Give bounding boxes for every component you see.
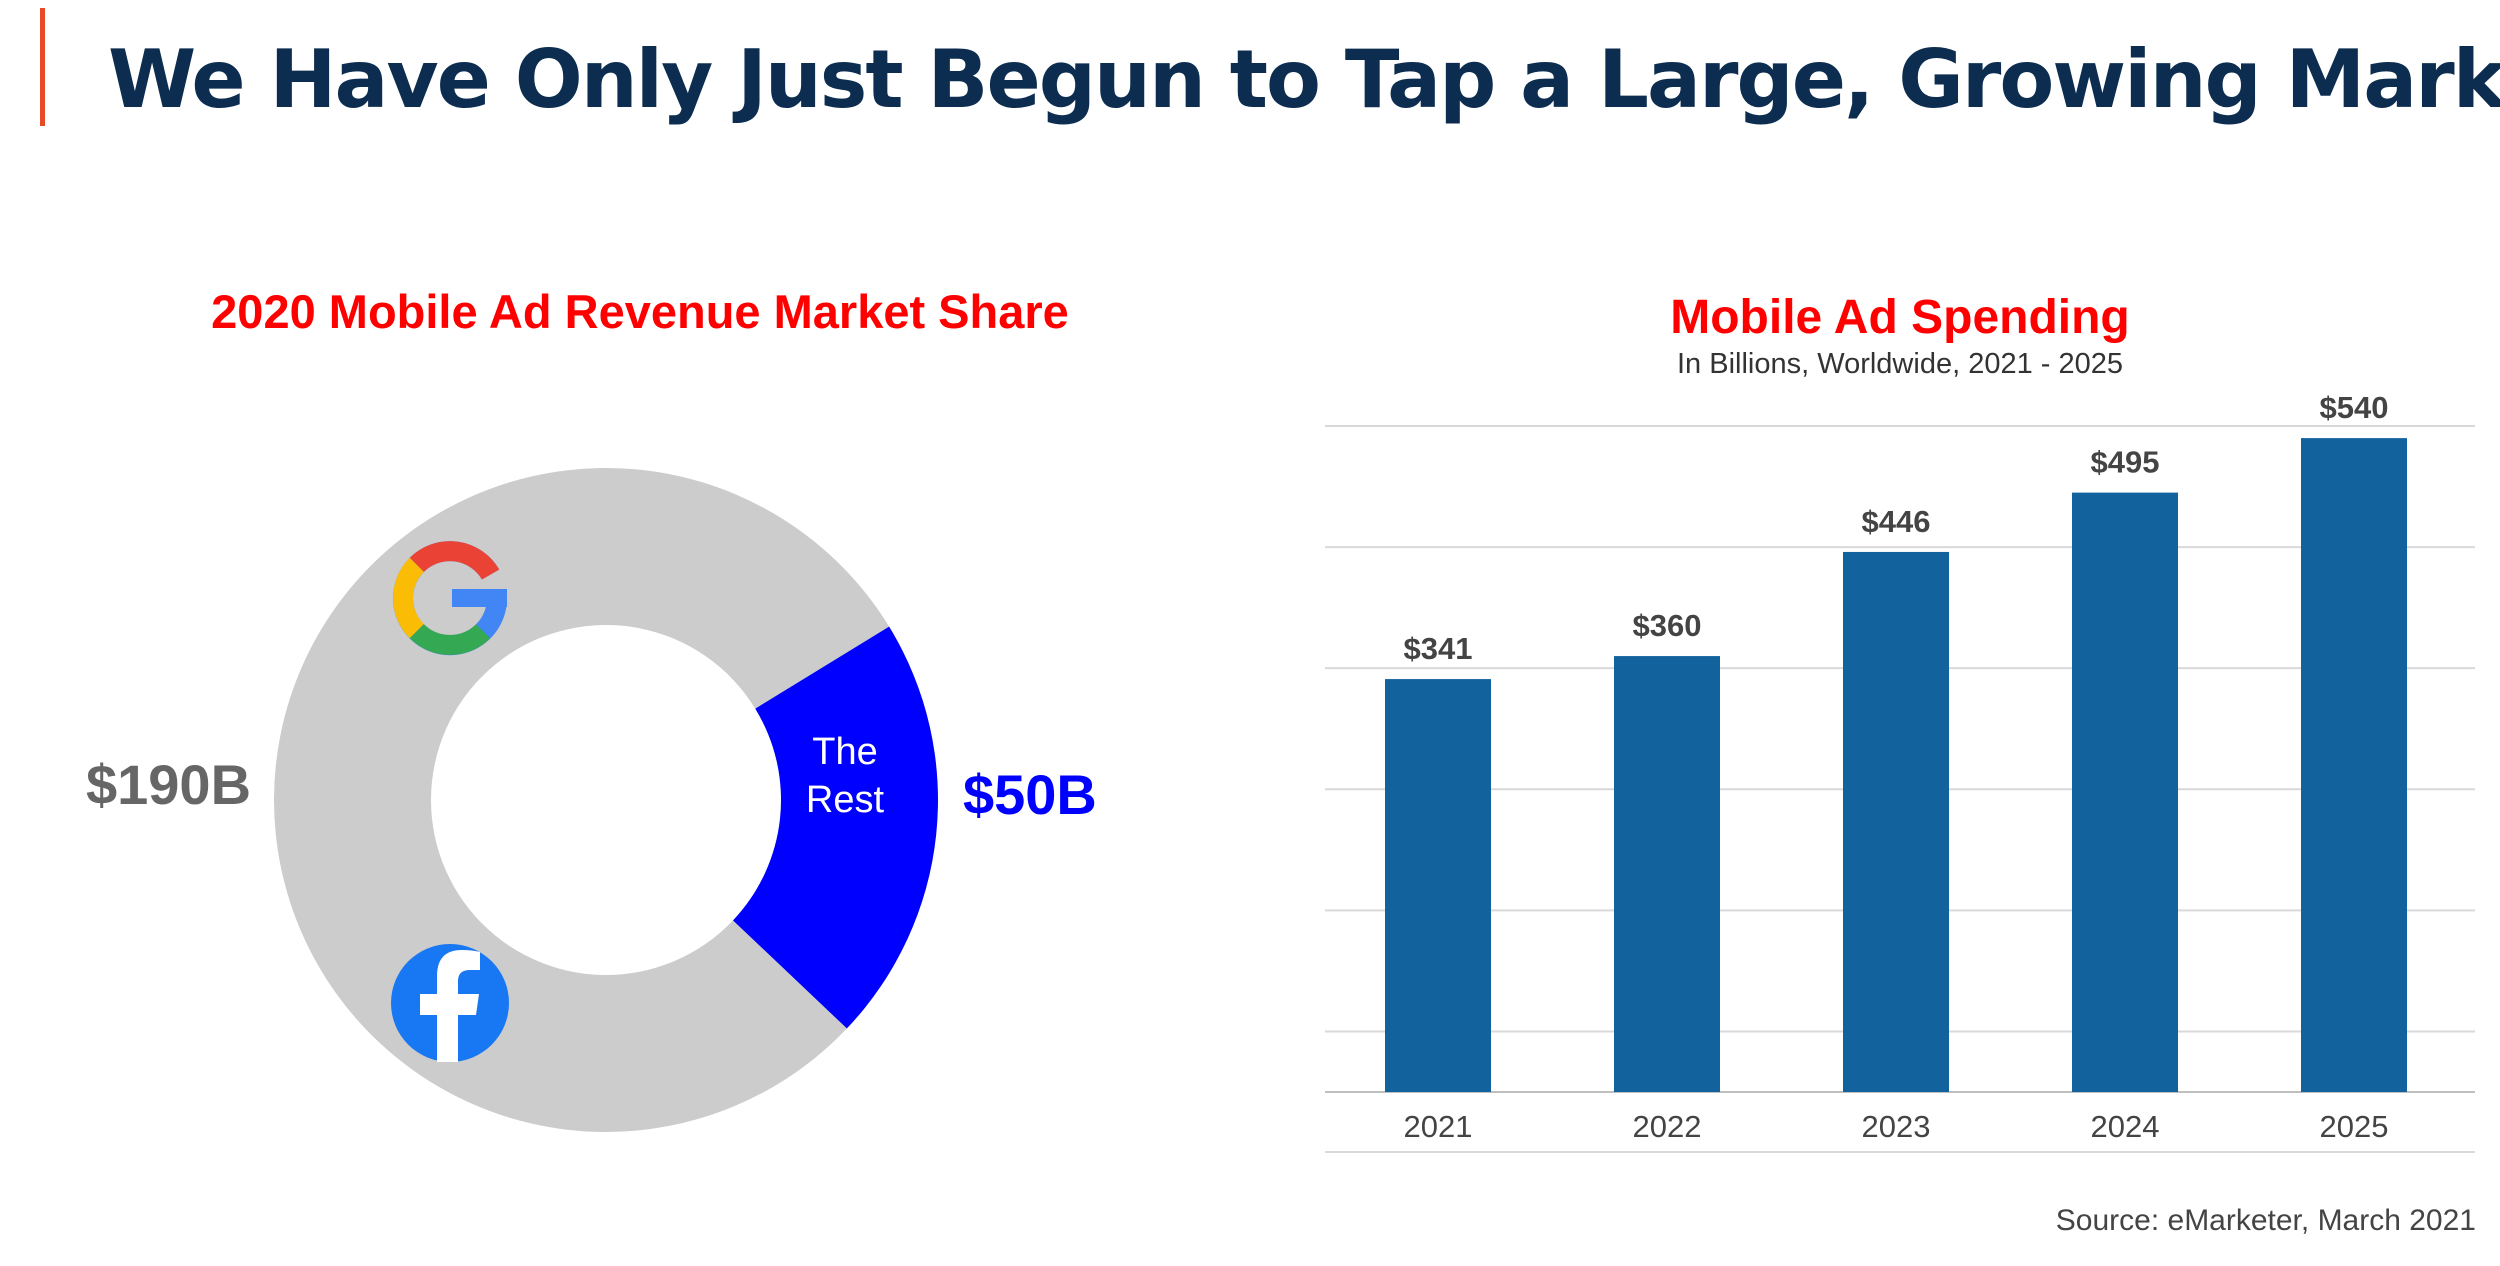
google-logo-icon	[393, 541, 508, 656]
bar-chart-title: Mobile Ad Spending	[1670, 291, 2130, 344]
source-note: Source: eMarketer, March 2021	[2055, 1204, 2476, 1237]
bar-value-label-2025: $540	[2320, 390, 2389, 425]
bar-2022	[1614, 656, 1720, 1092]
rest-label-line1: The	[812, 731, 878, 773]
bar-2021	[1385, 679, 1491, 1092]
bar-2024	[2072, 492, 2178, 1093]
bar-x-tick-labels: 2021 2022 2023 2024 2025	[1404, 1109, 2389, 1144]
donut-label-rest-value: $50B	[963, 763, 1097, 826]
donut-slice-label-rest: The Rest	[780, 728, 910, 824]
bar-series	[1385, 438, 2407, 1093]
bar-value-label-2024: $495	[2091, 445, 2160, 480]
rest-label-line2: Rest	[805, 779, 885, 821]
bar-2023	[1843, 551, 1949, 1092]
x-tick-label-2024: 2024	[2091, 1109, 2160, 1144]
slide-title: We Have Only Just Begun to Tap a Large, …	[108, 33, 2500, 126]
x-tick-label-2023: 2023	[1862, 1109, 1931, 1144]
title-accent-bar	[40, 8, 45, 126]
donut-slice-rest	[732, 626, 938, 1029]
donut-chart-title: 2020 Mobile Ad Revenue Market Share	[211, 285, 1069, 338]
x-tick-label-2022: 2022	[1633, 1109, 1702, 1144]
bar-2025	[2301, 438, 2407, 1092]
bar-value-label-2021: $341	[1404, 631, 1473, 666]
facebook-logo-icon	[391, 944, 509, 1062]
donut-chart	[273, 467, 938, 1132]
bar-value-label-2023: $446	[1862, 504, 1931, 539]
bar-value-label-2022: $360	[1633, 608, 1702, 643]
donut-label-google-facebook: $190B	[86, 753, 252, 816]
bar-chart-subtitle: In Billions, Worldwide, 2021 - 2025	[1677, 348, 2123, 380]
x-tick-label-2025: 2025	[2320, 1109, 2389, 1144]
bar-value-labels: $341 $360 $446 $495 $540	[1404, 390, 2389, 666]
x-tick-label-2021: 2021	[1404, 1109, 1473, 1144]
